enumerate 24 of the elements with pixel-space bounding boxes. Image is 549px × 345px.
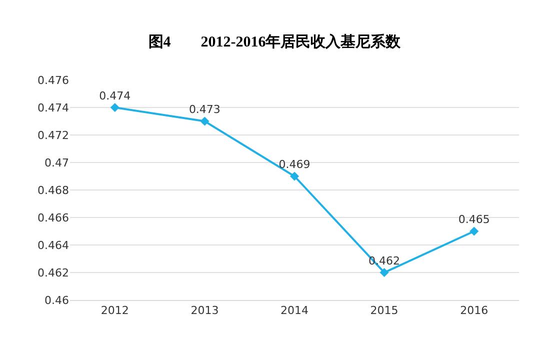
- y-tick-label: 0.468: [38, 184, 69, 197]
- data-label: 0.465: [458, 213, 490, 226]
- x-tick-label: 2016: [460, 304, 488, 318]
- data-label: 0.469: [278, 158, 310, 172]
- x-tick-label: 2014: [280, 304, 308, 318]
- y-tick-label: 0.462: [38, 266, 69, 280]
- point: [200, 116, 210, 126]
- point: [470, 226, 479, 236]
- point: [380, 268, 389, 278]
- x-tick-label: 2012: [100, 304, 129, 318]
- point: [110, 102, 120, 112]
- x-tick-label: 2015: [370, 304, 398, 318]
- y-tick-label: 0.46: [44, 294, 69, 307]
- y-tick-label: 0.472: [38, 128, 69, 142]
- y-tick-label: 0.476: [38, 74, 69, 87]
- point: [290, 172, 300, 181]
- y-tick-label: 0.464: [38, 238, 69, 252]
- data-label: 0.474: [99, 89, 131, 102]
- data-label: 0.473: [188, 103, 220, 116]
- x-tick-label: 2013: [190, 304, 219, 318]
- y-tick-label: 0.474: [38, 101, 69, 114]
- y-tick-label: 0.47: [44, 156, 69, 170]
- y-tick-label: 0.466: [38, 211, 69, 224]
- chart-title: 图4 2012-2016年居民收入基尼系数: [148, 34, 402, 51]
